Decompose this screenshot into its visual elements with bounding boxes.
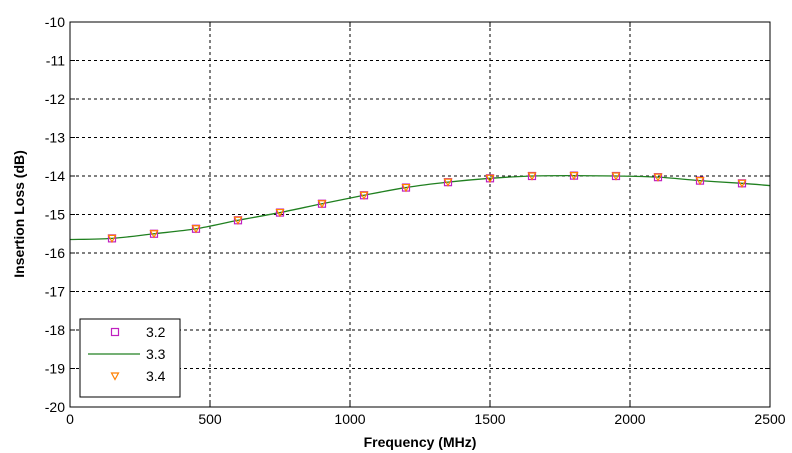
y-axis-label: Insertion Loss (dB) — [11, 150, 27, 278]
y-tick-label: -11 — [46, 53, 65, 69]
y-tick-label: -16 — [45, 245, 65, 261]
y-tick-label: -12 — [45, 91, 65, 107]
legend-item-3.2: 3.2 — [110, 324, 166, 340]
series-3.4 — [107, 172, 747, 244]
y-tick-label: -19 — [45, 361, 65, 377]
data-point-3.4 — [401, 183, 411, 193]
y-tick-label: -17 — [45, 284, 65, 300]
data-point-3.4 — [695, 177, 705, 186]
legend-label: 3.2 — [146, 324, 166, 340]
grid — [70, 22, 770, 407]
data-point-3.4 — [443, 178, 453, 187]
data-point-3.4 — [569, 172, 579, 181]
y-tick-label: -15 — [45, 207, 65, 223]
x-tick-label: 0 — [66, 411, 74, 427]
plot-frame — [69, 21, 771, 408]
data-point-3.4 — [107, 234, 117, 244]
y-tick-label: -18 — [45, 322, 65, 338]
x-tick-label: 1500 — [474, 411, 505, 427]
x-tick-label: 2000 — [614, 411, 645, 427]
legend-label: 3.4 — [146, 368, 166, 384]
data-point-3.4 — [737, 179, 747, 189]
y-tick-label: -14 — [45, 168, 65, 184]
legend-box — [79, 318, 181, 398]
legend: 3.2 3.3 3.4 — [79, 318, 181, 398]
data-point-3.4 — [191, 225, 201, 234]
data-point-3.4 — [527, 172, 537, 181]
legend-swatch-marker — [110, 327, 120, 337]
legend-item-3.4: 3.4 — [110, 368, 166, 384]
x-tick-label: 2500 — [754, 411, 785, 427]
x-axis-label: Frequency (MHz) — [364, 434, 477, 450]
legend-label: 3.3 — [146, 346, 166, 362]
data-point-3.4 — [653, 173, 663, 182]
x-axis-ticks: 0 500 1000 1500 2000 2500 — [66, 22, 786, 427]
y-tick-label: -10 — [45, 14, 65, 30]
data-point-3.4 — [359, 191, 369, 201]
data-point-3.4 — [149, 230, 159, 239]
legend-item-3.3: 3.3 — [88, 346, 166, 362]
data-point-3.4 — [275, 208, 285, 218]
y-tick-label: -20 — [45, 399, 65, 415]
data-point-3.4 — [611, 172, 621, 181]
data-point-3.4 — [233, 216, 243, 226]
series-layer — [69, 171, 771, 244]
x-tick-label: 1000 — [334, 411, 365, 427]
data-point-3.4 — [485, 174, 495, 184]
data-point-3.4 — [317, 200, 327, 209]
y-tick-label: -13 — [45, 130, 65, 146]
y-axis-ticks: -10 -11 -12 -13 -14 -15 -16 -17 -18 -19 -20 — [45, 14, 770, 415]
x-tick-label: 500 — [198, 411, 222, 427]
legend-swatch-marker — [110, 372, 120, 381]
